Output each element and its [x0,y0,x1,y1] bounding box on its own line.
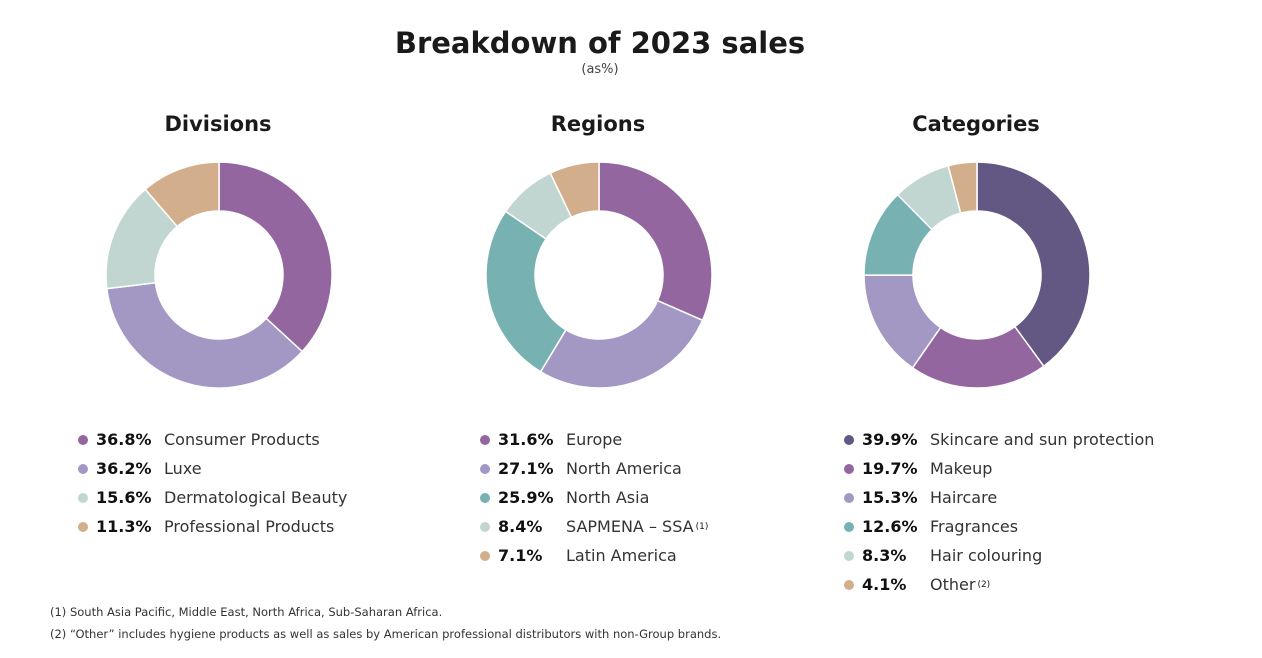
footnote-marker: (1) [695,521,709,532]
legend-label: North Asia [566,488,650,507]
legend-label: Latin America [566,546,677,565]
legend-label: Dermatological Beauty [164,488,348,507]
legend-item: 25.9% North Asia [480,483,708,512]
legend-dot-icon [844,579,854,590]
panel-title: Divisions [164,112,272,136]
legend-dot-icon [480,434,490,445]
legend-dot-icon [78,492,88,503]
donut-slice [549,161,600,219]
footnote-2: (2) “Other” includes hygiene products as… [50,627,722,641]
legend-dot-icon [480,463,490,474]
legend-dot-icon [844,521,854,532]
legend-label: Haircare [930,488,998,507]
legend-item: 36.2% Luxe [78,454,347,483]
donut-slice [539,299,704,389]
legend-value: 25.9% [498,488,554,507]
footnote-1: (1) South Asia Pacific, Middle East, Nor… [50,605,443,619]
legend-value: 12.6% [862,517,918,536]
legend-label: Hair colouring [930,546,1043,565]
legend-label: Skincare and sun protection [930,430,1155,449]
legend-value: 11.3% [96,517,152,536]
legend-item: 36.8% Consumer Products [78,425,347,454]
legend-label: Europe [566,430,623,449]
legend-value: 36.2% [96,459,152,478]
donut-slice [485,210,567,373]
legend-dot-icon [480,521,490,532]
legend-label: Other [930,575,976,594]
regions-legend: 31.6% Europe 27.1% North America 25.9% North … [480,425,708,570]
legend-dot-icon [844,434,854,445]
legend-dot-icon [78,521,88,532]
legend-value: 31.6% [498,430,554,449]
legend-value: 8.3% [862,546,907,565]
legend-value: 19.7% [862,459,918,478]
legend-item: 27.1% North America [480,454,708,483]
divisions-donut [105,161,333,389]
legend-value: 36.8% [96,430,152,449]
legend-label: Professional Products [164,517,335,536]
legend-dot-icon [844,492,854,503]
legend-item: 8.3% Hair colouring [844,541,1154,570]
legend-label: North America [566,459,682,478]
categories-legend: 39.9% Skincare and sun protection 19.7% Mak… [844,425,1154,599]
legend-dot-icon [844,550,854,561]
chart-title: Breakdown of 2023 sales [394,26,806,60]
legend-item: 11.3% Professional Products [78,512,347,541]
legend-dot-icon [78,434,88,445]
legend-dot-icon [844,463,854,474]
categories-donut [863,161,1091,389]
donut-slice [105,281,304,389]
legend-value: 15.6% [96,488,152,507]
legend-item: 15.6% Dermatological Beauty [78,483,347,512]
divisions-legend: 36.8% Consumer Products 36.2% Luxe 15.6% Derm… [78,425,347,541]
legend-label: Luxe [164,459,202,478]
legend-value: 27.1% [498,459,554,478]
donut-slice [976,161,1091,368]
regions-donut [485,161,713,389]
legend-dot-icon [480,550,490,561]
donut-slice [218,161,333,353]
legend-item: 8.4% SAPMENA – SSA (1) [480,512,708,541]
footnote-marker: (2) [977,579,991,590]
legend-dot-icon [78,463,88,474]
legend-label: Fragrances [930,517,1019,536]
legend-label: SAPMENA – SSA [566,517,694,536]
donut-slice [144,161,220,228]
legend-dot-icon [480,492,490,503]
panel-title: Categories [912,112,1040,136]
legend-value: 4.1% [862,575,907,594]
legend-value: 15.3% [862,488,918,507]
legend-item: 7.1% Latin America [480,541,708,570]
legend-label: Makeup [930,459,993,478]
donut-slice [598,161,713,322]
legend-item: 19.7% Makeup [844,454,1154,483]
chart-subtitle: (as%) [581,62,619,77]
legend-item: 15.3% Haircare [844,483,1154,512]
legend-value: 39.9% [862,430,918,449]
legend-item: 12.6% Fragrances [844,512,1154,541]
legend-item: 4.1% Other (2) [844,570,1154,599]
legend-value: 8.4% [498,517,543,536]
legend-label: Consumer Products [164,430,320,449]
donut-slice [947,161,978,215]
legend-value: 7.1% [498,546,543,565]
panel-title: Regions [550,112,646,136]
legend-item: 39.9% Skincare and sun protection [844,425,1154,454]
legend-item: 31.6% Europe [480,425,708,454]
